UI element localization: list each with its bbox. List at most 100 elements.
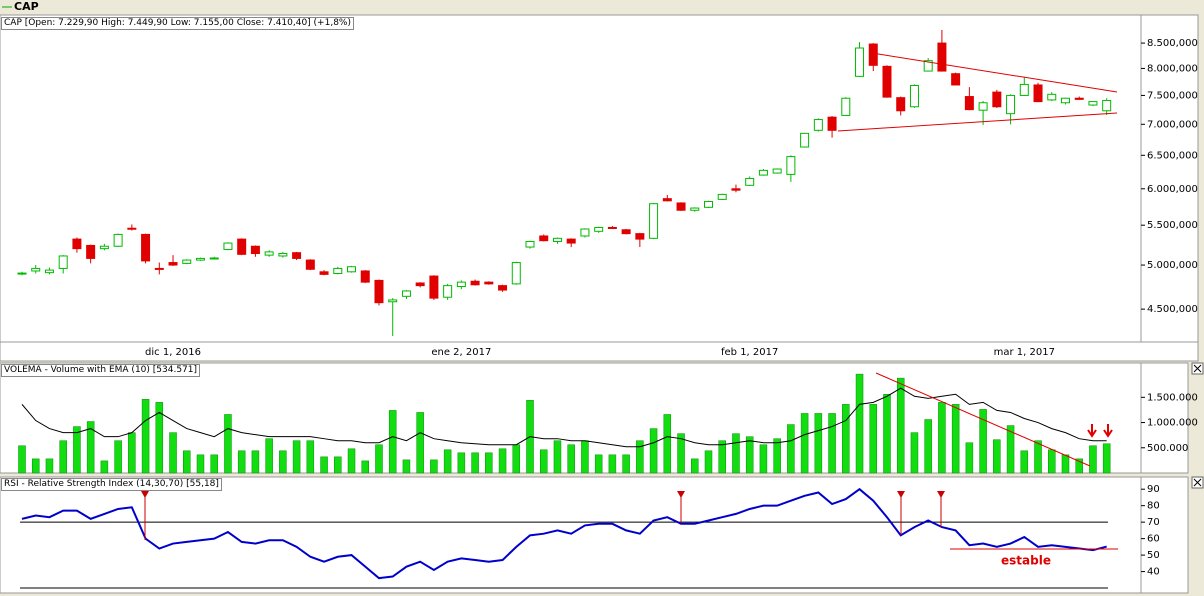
candle-body xyxy=(676,202,686,211)
volume-bar xyxy=(1048,449,1056,474)
candle-body xyxy=(31,267,41,272)
y-tick-label: 5.500,000 xyxy=(1147,220,1198,231)
y-tick-label: 5.000,000 xyxy=(1147,260,1198,271)
candle-body xyxy=(195,257,205,261)
volume-bar xyxy=(759,444,768,474)
volume-bar xyxy=(622,454,630,474)
volume-bar xyxy=(59,440,67,474)
y-tick-label: 60 xyxy=(1147,534,1160,545)
candle-body xyxy=(374,279,384,304)
volume-bar xyxy=(1006,425,1015,474)
candle-body xyxy=(580,228,590,237)
volume-bar xyxy=(210,454,218,474)
volume-bar xyxy=(553,440,562,474)
legend-label: CAP xyxy=(14,0,39,13)
ema-line xyxy=(21,387,1107,448)
volume-bar xyxy=(375,444,383,474)
volume-bar xyxy=(73,426,81,474)
volume-bar xyxy=(1102,443,1111,474)
candle-body xyxy=(17,272,27,275)
candle-body xyxy=(127,227,137,230)
candle-body xyxy=(470,280,480,286)
y-tick-label: 90 xyxy=(1147,484,1160,495)
candle-body xyxy=(292,252,302,259)
volume-bar xyxy=(993,439,1001,474)
volume-bar xyxy=(951,404,960,474)
volume-bar xyxy=(567,444,575,474)
candle-body xyxy=(635,233,645,240)
close-icon[interactable] xyxy=(1193,364,1202,373)
x-tick-label: mar 1, 2017 xyxy=(994,347,1055,358)
candle-body xyxy=(72,238,82,250)
volume-bar xyxy=(814,413,823,474)
rsi-panel xyxy=(0,476,1189,594)
candle-body xyxy=(154,267,164,270)
volume-bar xyxy=(938,402,946,474)
candle-body xyxy=(896,97,906,112)
volume-bar xyxy=(279,450,287,474)
volume-bar xyxy=(306,440,315,474)
candle-body xyxy=(58,255,68,269)
trend-line xyxy=(875,372,1091,467)
volume-bar xyxy=(265,438,273,474)
candle-body xyxy=(347,266,357,273)
candle-body xyxy=(566,238,576,244)
candle-body xyxy=(813,119,823,131)
y-tick-label: 7.000,000 xyxy=(1147,119,1198,130)
candle-body xyxy=(264,251,274,256)
close-button[interactable] xyxy=(1191,362,1204,375)
y-tick-label: 500.000 xyxy=(1147,443,1188,454)
y-tick-label: 6.500,000 xyxy=(1147,150,1198,161)
volume-bar xyxy=(649,428,658,474)
volume-bar xyxy=(86,421,95,474)
volume-bar xyxy=(18,445,26,474)
candle-body xyxy=(511,262,521,285)
candle-body xyxy=(731,188,741,191)
candle-body xyxy=(456,281,466,288)
candle-body xyxy=(305,259,315,270)
candle-body xyxy=(498,285,508,291)
candle-body xyxy=(1047,93,1057,101)
candle-body xyxy=(1060,97,1070,104)
candle-body xyxy=(360,270,370,283)
volume-bar xyxy=(800,413,809,474)
volume-bar xyxy=(347,448,356,474)
candle-body xyxy=(182,259,192,264)
volume-bar xyxy=(924,419,932,474)
volume-bar xyxy=(443,449,452,474)
volume-bar xyxy=(883,394,891,474)
candle-body xyxy=(594,226,604,232)
y-tick-label: 50 xyxy=(1147,550,1160,561)
y-tick-label: 40 xyxy=(1147,567,1160,578)
candle-body xyxy=(388,299,398,303)
volume-bar xyxy=(1075,458,1083,474)
volume-bar xyxy=(485,452,493,474)
candle-body xyxy=(401,290,411,297)
volume-bar xyxy=(45,458,54,474)
candle-body xyxy=(827,116,837,131)
candle-body xyxy=(745,177,755,186)
candle-body xyxy=(525,240,535,248)
candle-body xyxy=(1102,99,1112,112)
volume-bar xyxy=(320,456,328,474)
y-tick-label: 6.000,000 xyxy=(1147,184,1198,195)
volume-bar xyxy=(141,399,150,474)
candle-body xyxy=(168,262,178,266)
close-icon[interactable] xyxy=(1193,478,1202,487)
candle-body xyxy=(621,229,631,235)
volume-bar xyxy=(1061,454,1070,474)
volume-bar xyxy=(910,432,919,474)
candle-body xyxy=(964,96,974,111)
candle-body xyxy=(539,235,549,242)
close-button[interactable] xyxy=(1191,476,1204,489)
candle-body xyxy=(978,102,988,111)
volume-bar xyxy=(965,442,974,474)
main-panel xyxy=(0,14,1199,362)
volume-bar xyxy=(128,432,136,474)
volume-bar xyxy=(196,454,205,474)
candle-body xyxy=(113,233,123,247)
candle-body xyxy=(141,233,151,262)
volume-bar xyxy=(100,460,109,474)
volume-bar xyxy=(896,377,905,474)
volume-bar xyxy=(677,433,685,474)
